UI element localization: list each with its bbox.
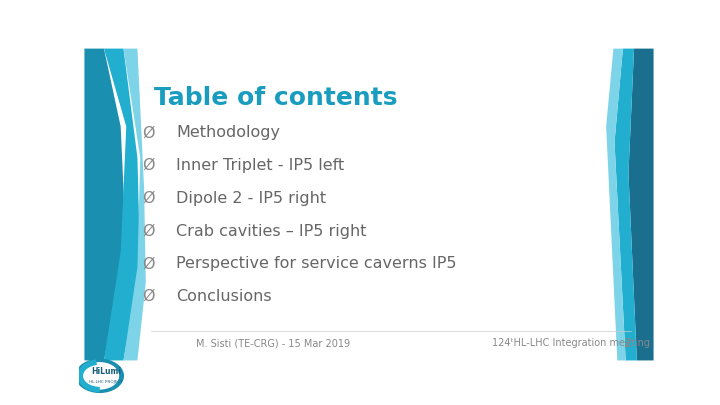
Text: M. Sisti (TE-CRG) - 15 Mar 2019: M. Sisti (TE-CRG) - 15 Mar 2019 [196, 338, 350, 348]
Text: Ø: Ø [143, 224, 155, 239]
Polygon shape [84, 49, 126, 360]
Text: Ø: Ø [143, 256, 155, 271]
Text: 2: 2 [623, 337, 631, 350]
Ellipse shape [76, 359, 124, 393]
Polygon shape [606, 49, 626, 360]
Text: HL-LHC PROJECT: HL-LHC PROJECT [89, 379, 123, 384]
Text: Conclusions: Conclusions [176, 289, 272, 304]
Polygon shape [615, 49, 637, 360]
Polygon shape [124, 49, 145, 360]
Text: Crab cavities – IP5 right: Crab cavities – IP5 right [176, 224, 367, 239]
Polygon shape [104, 49, 140, 360]
Text: 124ᵗHL-LHC Integration meeting: 124ᵗHL-LHC Integration meeting [492, 338, 649, 348]
Polygon shape [629, 49, 654, 360]
Text: Perspective for service caverns IP5: Perspective for service caverns IP5 [176, 256, 457, 271]
Text: Inner Triplet - IP5 left: Inner Triplet - IP5 left [176, 158, 345, 173]
Text: Ø: Ø [143, 158, 155, 173]
Text: Dipole 2 - IP5 right: Dipole 2 - IP5 right [176, 191, 327, 206]
Text: Ø: Ø [143, 191, 155, 206]
Text: Methodology: Methodology [176, 125, 281, 140]
Text: Ø: Ø [143, 125, 155, 140]
Text: HiLumi: HiLumi [91, 367, 121, 376]
Text: Table of contents: Table of contents [154, 86, 397, 110]
Text: Ø: Ø [143, 289, 155, 304]
Ellipse shape [81, 362, 120, 390]
